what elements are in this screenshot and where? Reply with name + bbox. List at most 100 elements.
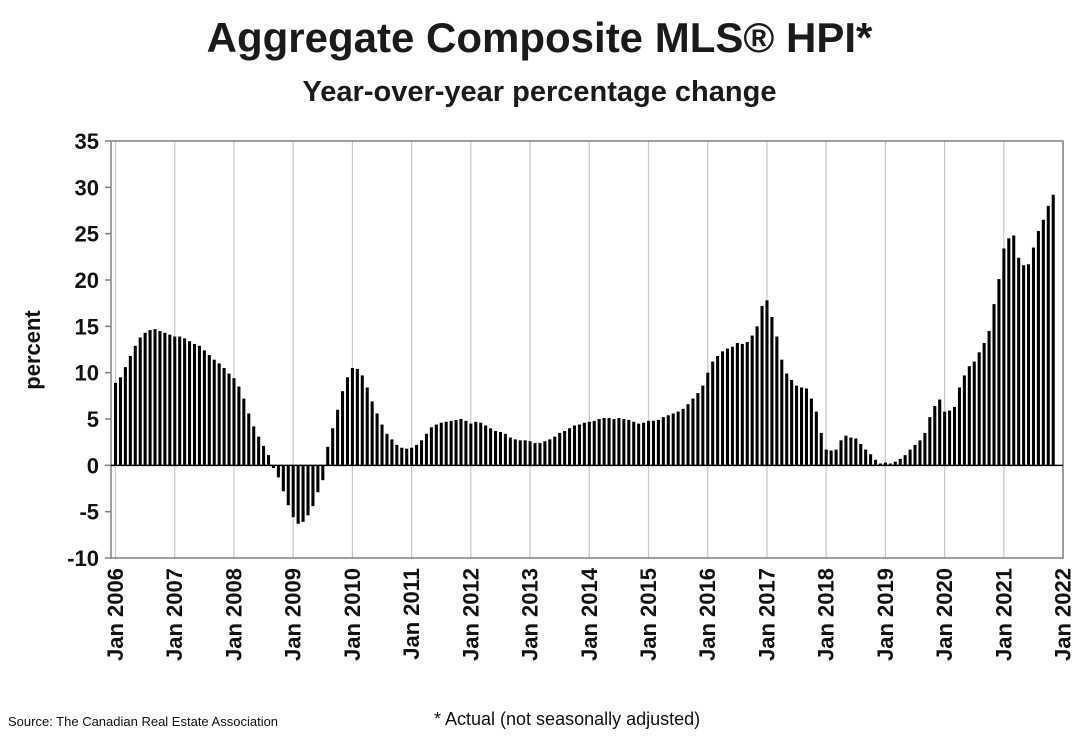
bar-6 [143,332,147,466]
bar-16 [192,343,197,466]
bar-159 [898,458,902,466]
bar-164 [923,432,927,466]
bar-99 [602,418,606,466]
bar-130 [755,326,759,466]
bar-35 [286,465,290,506]
x-tick-label-0: Jan 2006 [103,568,128,661]
y-tick-label-7: 0 [87,453,99,478]
bar-59 [405,448,409,466]
bar-1 [118,377,122,466]
bar-29 [257,436,261,466]
x-tick-label-5: Jan 2011 [399,568,424,660]
bar-112 [666,415,670,466]
bar-3 [128,355,132,466]
bar-110 [656,419,660,466]
x-tick-label-12: Jan 2018 [814,568,839,661]
bar-43 [326,446,330,466]
axes [105,140,1064,559]
bar-84 [528,441,532,466]
bar-12 [173,336,177,466]
bar-142 [814,411,818,466]
bar-121 [711,361,715,466]
bar-25 [237,386,241,466]
bar-103 [622,419,626,466]
bar-46 [341,391,345,466]
x-tick-label-3: Jan 2009 [281,568,306,661]
bar-94 [577,424,581,466]
bar-135 [780,359,784,466]
bar-54 [380,424,384,466]
bar-176 [982,343,986,466]
bar-57 [395,444,399,466]
chart-title: Aggregate Composite MLS® HPI* [206,14,873,61]
bar-107 [642,422,646,466]
y-axis-label: percent [20,310,45,390]
bar-7 [148,330,152,466]
bar-149 [849,437,853,466]
bar-152 [864,449,868,466]
bar-183 [1017,257,1021,466]
bar-45 [336,409,340,466]
bar-178 [992,304,996,466]
bar-4 [133,345,137,466]
bar-98 [597,419,601,466]
bar-51 [365,387,369,466]
bar-114 [676,411,680,466]
bar-169 [948,410,952,466]
bar-175 [977,352,981,466]
bar-36 [291,465,295,518]
bar-160 [903,455,907,466]
bar-48 [350,368,354,466]
bar-69 [454,419,458,466]
y-tick-label-0: 35 [75,129,99,154]
y-tick-label-1: 30 [75,175,99,200]
bar-21 [217,363,221,466]
bar-87 [543,441,547,466]
bar-92 [568,428,572,466]
bar-184 [1022,265,1026,466]
bar-132 [765,300,769,466]
bar-70 [459,419,463,466]
bar-33 [276,465,280,478]
bar-40 [311,465,315,507]
bar-179 [997,279,1001,466]
bar-145 [829,450,833,466]
bar-185 [1027,264,1031,466]
bar-168 [943,411,947,466]
bar-24 [232,378,236,466]
x-tick-label-8: Jan 2014 [577,567,602,661]
bar-144 [824,449,828,466]
bar-104 [627,419,631,466]
bar-37 [296,465,300,524]
bar-11 [168,334,172,466]
bar-9 [158,330,162,466]
bar-80 [508,437,512,466]
bar-14 [183,338,187,466]
bar-73 [474,421,478,466]
bar-105 [632,421,636,466]
bar-38 [301,465,305,522]
x-tick-label-16: Jan 2022 [1051,568,1076,661]
x-tick-label-2: Jan 2008 [221,568,246,661]
bar-76 [489,428,493,466]
bar-32 [271,465,275,469]
bar-81 [513,439,517,466]
bar-97 [592,420,596,466]
bar-78 [498,431,503,466]
bar-60 [410,447,414,466]
bar-71 [464,420,468,466]
bar-163 [918,440,922,466]
x-tick-label-9: Jan 2015 [636,568,661,661]
bar-42 [321,465,325,481]
bar-88 [548,439,552,466]
bar-137 [790,380,794,466]
bar-95 [582,422,586,466]
bar-111 [661,417,665,466]
bar-161 [908,449,912,466]
bar-134 [775,336,779,466]
bar-150 [854,438,858,466]
x-tick-label-10: Jan 2016 [695,568,720,661]
bar-26 [242,398,246,466]
y-tick-label-5: 10 [75,361,99,386]
bar-153 [869,454,873,466]
